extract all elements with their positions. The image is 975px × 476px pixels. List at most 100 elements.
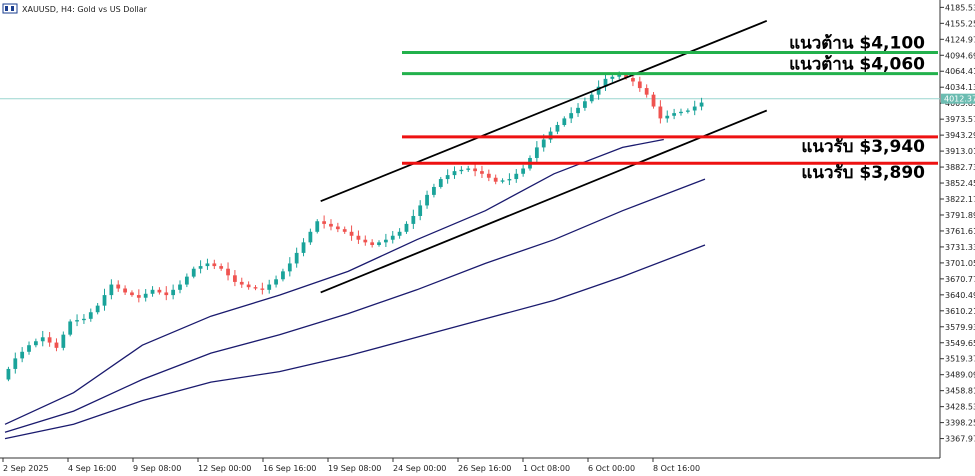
candle-body	[486, 173, 491, 178]
candle-body	[466, 168, 471, 170]
candle-body	[68, 321, 73, 335]
candle-body	[569, 113, 574, 119]
symbol-title: XAUUSD, H4: Gold vs US Dollar	[22, 5, 148, 14]
y-axis-ticks: 4185.53 4155.25 4124.97 4094.69 4064.41 4034.…	[940, 3, 975, 444]
trend-channel-line[interactable]	[320, 109, 768, 294]
candle-body	[356, 235, 361, 240]
candle-body	[692, 106, 697, 111]
y-tick-label: 3913.01	[945, 147, 975, 156]
candle-body	[136, 295, 141, 298]
y-tick-label: 4064.41	[945, 67, 975, 76]
candle-body	[555, 124, 560, 132]
candle-body	[404, 223, 409, 232]
candle-body	[438, 179, 443, 187]
y-tick-label: 3458.81	[945, 387, 975, 396]
moving-average-line	[4, 244, 706, 440]
x-tick-label: 19 Sep 08:00	[328, 464, 381, 473]
x-tick-label: 2 Sep 2025	[3, 464, 49, 473]
support-label: แนวรับ $3,940	[801, 137, 925, 157]
x-tick-label: 12 Sep 00:00	[198, 464, 251, 473]
candle-body	[143, 293, 148, 298]
candle-body	[212, 263, 217, 267]
y-tick-label: 3489.09	[945, 371, 975, 380]
y-tick-label: 3428.53	[945, 403, 975, 412]
trend-channel-line[interactable]	[320, 19, 768, 203]
x-tick-label: 26 Sep 16:00	[458, 464, 511, 473]
candle-body	[82, 318, 86, 321]
candle-body	[191, 268, 196, 277]
candle-body	[33, 341, 38, 346]
candle-body	[583, 101, 587, 108]
candle-body	[651, 94, 656, 107]
candle-body	[644, 88, 649, 95]
candle-body	[322, 221, 327, 224]
candle-body	[109, 284, 114, 296]
candle-body	[603, 78, 608, 87]
candle-body	[370, 242, 375, 245]
moving-averages	[4, 138, 706, 440]
candle-body	[631, 78, 635, 82]
y-tick-label: 3731.33	[945, 243, 975, 252]
candle-body	[658, 106, 663, 119]
candle-body	[27, 345, 31, 352]
y-tick-label: 3701.05	[945, 259, 975, 268]
candle-body	[452, 171, 457, 176]
candle-body	[342, 229, 347, 232]
resistance-label: แนวต้าน $4,060	[789, 55, 925, 75]
candle-body	[637, 81, 642, 89]
candle-body	[383, 239, 388, 243]
candle-body	[610, 76, 615, 79]
y-tick-label: 3852.45	[945, 179, 975, 188]
candle-body	[493, 177, 498, 182]
candle-body	[281, 271, 285, 280]
y-tick-label: 3882.73	[945, 163, 975, 172]
candle-body	[6, 368, 11, 380]
candle-body	[418, 205, 423, 216]
x-axis-ticks: 2 Sep 2025 4 Sep 16:00 9 Sep 08:00 12 Sep 0…	[2, 458, 700, 473]
candle-body	[445, 175, 450, 180]
candle-body	[514, 173, 519, 180]
chart-header: XAUUSD, H4: Gold vs US Dollar	[2, 3, 148, 14]
candle-body	[432, 186, 436, 195]
candle-body	[116, 284, 121, 289]
candle-body	[329, 223, 333, 227]
y-tick-label: 3519.37	[945, 355, 975, 364]
candle-body	[178, 284, 182, 290]
candle-body	[377, 242, 381, 245]
y-tick-label: 4124.97	[945, 35, 975, 44]
candle-body	[239, 281, 244, 285]
candle-body	[61, 334, 66, 348]
x-tick-label: 4 Sep 16:00	[68, 464, 116, 473]
candle-body	[40, 337, 45, 342]
candle-body	[589, 94, 594, 102]
current-price-line: 4012.37	[0, 93, 975, 104]
y-tick-label: 3670.77	[945, 275, 975, 284]
candle-body	[205, 263, 210, 267]
trend-channel[interactable]	[320, 19, 768, 294]
y-tick-label: 3610.21	[945, 307, 975, 316]
candle-body	[123, 288, 127, 293]
candle-body	[480, 171, 484, 174]
candle-body	[267, 284, 272, 290]
candle-body	[473, 168, 477, 172]
candle-body	[521, 168, 526, 174]
y-tick-label: 3549.65	[945, 339, 975, 348]
candle-body	[576, 107, 580, 114]
y-tick-label: 3973.57	[945, 115, 975, 124]
candle-body	[233, 275, 237, 282]
candle-body	[75, 320, 79, 322]
candle-body	[150, 289, 155, 294]
y-tick-label: 3791.89	[945, 211, 975, 220]
resistance-label: แนวต้าน $4,100	[789, 33, 925, 53]
candle-body	[226, 268, 230, 276]
candle-body	[617, 74, 622, 77]
candle-body	[411, 215, 416, 224]
candle-body	[500, 180, 505, 182]
candle-body	[596, 86, 601, 95]
y-tick-label: 3761.61	[945, 227, 975, 236]
candles	[6, 71, 704, 382]
